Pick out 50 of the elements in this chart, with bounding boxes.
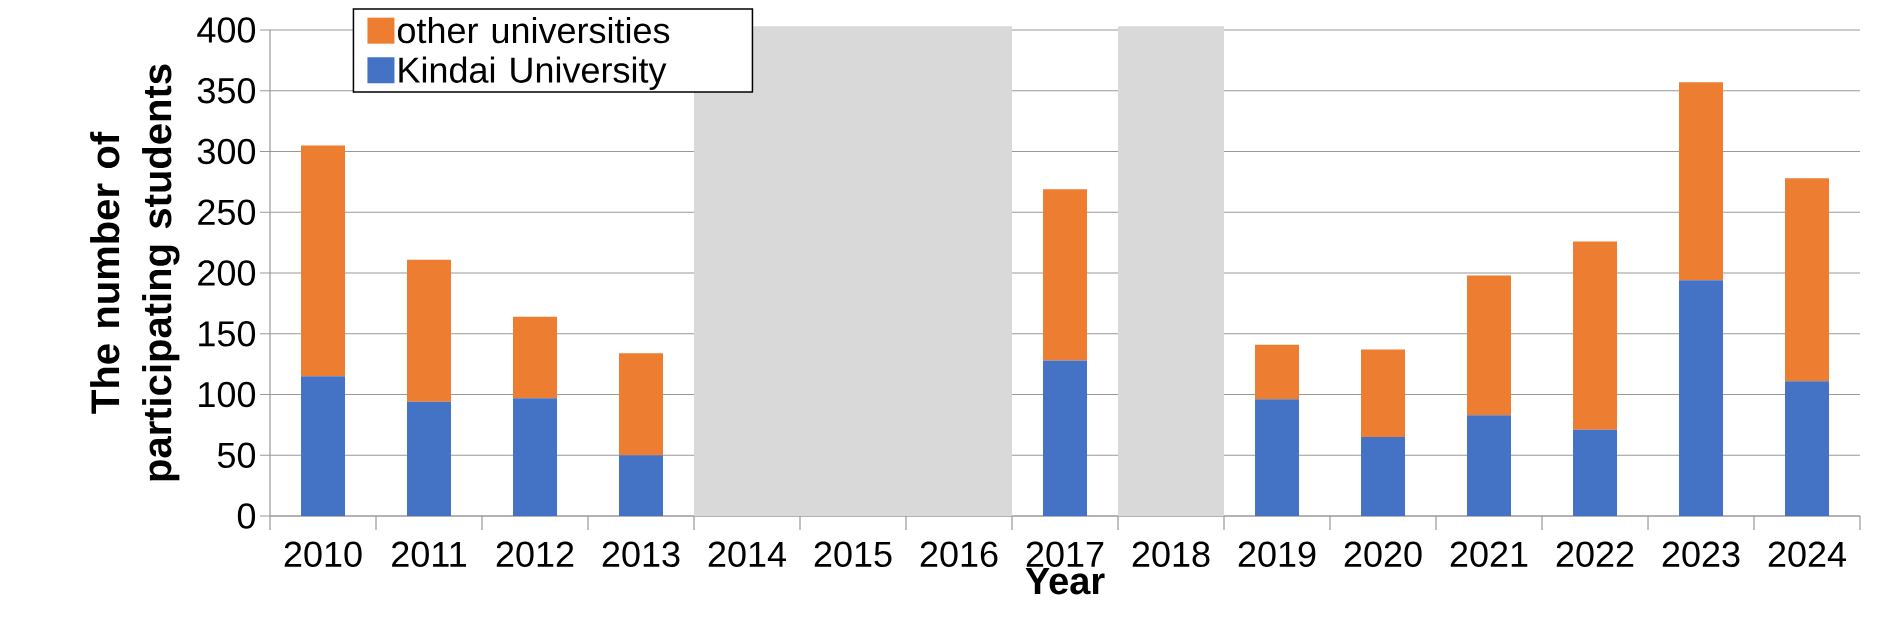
y-tick-label: 200 [198, 260, 256, 286]
bar [1573, 241, 1618, 430]
bar [1679, 280, 1724, 516]
x-tick-label: 2017 [1026, 541, 1104, 568]
bar [1679, 82, 1724, 281]
bar [1785, 381, 1830, 516]
x-tick-label: 2016 [920, 541, 998, 568]
bar [407, 401, 452, 516]
bar [1255, 344, 1300, 400]
bar [1785, 178, 1830, 382]
x-tick-label: 2020 [1344, 541, 1422, 568]
x-tick-label: 2013 [602, 541, 680, 568]
x-tick-label: 2012 [496, 541, 574, 568]
legend-label: other universities [397, 16, 670, 44]
bar [619, 353, 664, 456]
x-tick-label: 2024 [1768, 541, 1846, 568]
bar [1573, 429, 1618, 516]
x-tick-label: 2011 [392, 541, 466, 568]
bar [1467, 275, 1512, 416]
bar [1467, 415, 1512, 516]
x-tick-label: 2022 [1556, 541, 1634, 568]
bar [301, 145, 346, 377]
bar [1255, 399, 1300, 516]
x-tick-label: 2021 [1450, 541, 1528, 568]
bar [1043, 360, 1088, 516]
y-tick-label: 0 [237, 503, 256, 529]
legend-label: Kindai University [399, 56, 667, 91]
bar [407, 259, 452, 402]
y-axis-title: The number of participating students [90, 64, 180, 481]
bar [301, 376, 346, 516]
y-tick-label: 50 [217, 442, 256, 468]
bar [619, 455, 664, 516]
x-tick-label: 2018 [1132, 541, 1210, 568]
bar [513, 316, 558, 399]
y-tick-label: 350 [197, 78, 256, 104]
y-tick-label: 400 [197, 17, 256, 43]
bar [513, 398, 558, 516]
x-tick-label: 2015 [814, 541, 892, 568]
y-tick-label: 250 [198, 199, 256, 225]
x-tick-label: 2010 [284, 541, 362, 568]
y-tick-label: 100 [199, 381, 256, 408]
y-tick-label: 150 [199, 321, 256, 347]
x-tick-label: 2014 [708, 541, 786, 568]
x-tick-label: 2023 [1662, 541, 1740, 568]
bar [1043, 189, 1088, 361]
x-axis-title: Year [1025, 567, 1105, 595]
x-tick-label: 2019 [1238, 541, 1316, 568]
bar [1361, 437, 1406, 516]
y-tick-label: 300 [197, 138, 256, 165]
bar [1361, 349, 1406, 438]
